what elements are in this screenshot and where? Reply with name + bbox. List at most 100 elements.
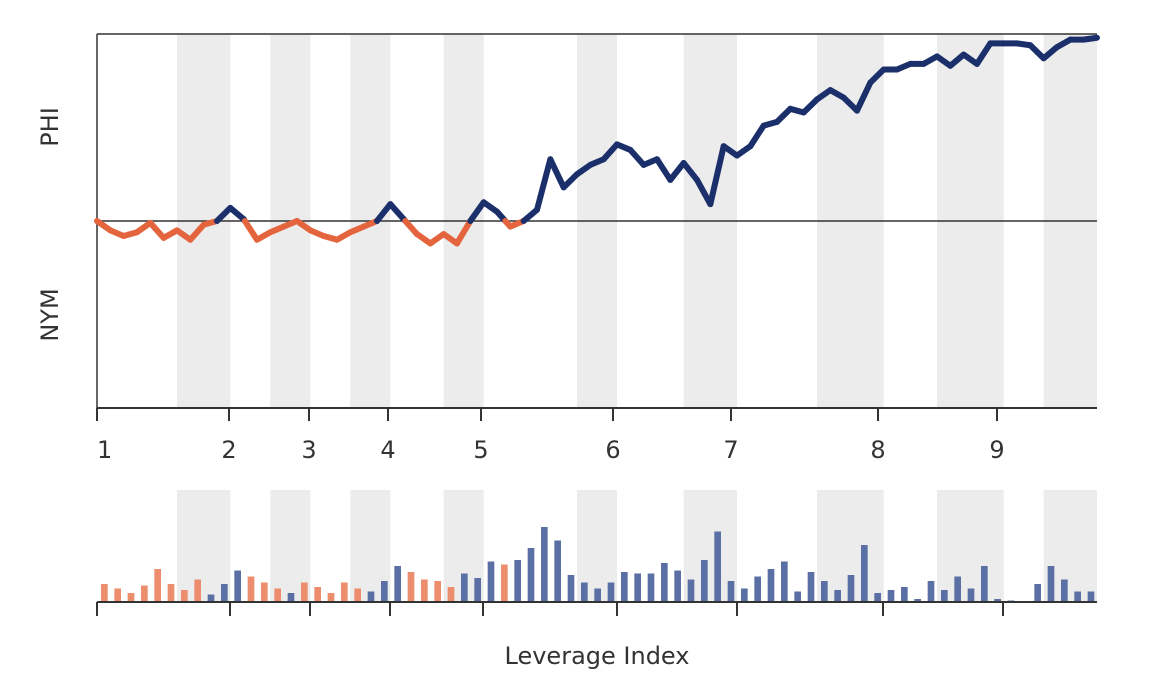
top-x-tick-label: 9 [989, 436, 1004, 464]
bar [141, 585, 148, 602]
line-series [94, 34, 1100, 247]
bar [541, 527, 548, 602]
bar [261, 582, 268, 602]
bar [567, 575, 575, 602]
bar [1074, 591, 1081, 602]
bar [154, 569, 161, 602]
bar [607, 582, 615, 602]
line-segment [187, 221, 207, 243]
line-segment [854, 79, 874, 114]
bar [901, 587, 908, 602]
bar [807, 572, 815, 602]
top-x-tick-label: 4 [380, 436, 395, 464]
top-x-axis-tick-labels: 1 2 3 4 5 6 7 8 9 [97, 436, 1005, 464]
bar [727, 581, 735, 602]
bar [461, 573, 468, 602]
line-segment [747, 122, 767, 150]
bottom-side-label: NYM [36, 288, 64, 341]
bottom-band [177, 490, 231, 602]
bar [941, 590, 948, 602]
bar [1061, 579, 1068, 602]
bar [594, 588, 601, 602]
bar [887, 590, 895, 602]
top-x-tick-label: 1 [97, 436, 112, 464]
line-segment [147, 219, 167, 241]
bar [301, 582, 308, 602]
bar [1087, 591, 1095, 602]
bar [581, 582, 588, 602]
bar [327, 593, 335, 602]
bar [674, 570, 681, 602]
line-segment [560, 171, 580, 191]
bar [714, 531, 721, 602]
bar [367, 591, 375, 602]
bar [394, 566, 401, 602]
top-x-tick-label: 7 [723, 436, 738, 464]
top-x-axis-ticks [96, 408, 998, 421]
bar [514, 560, 521, 602]
line-segment [1080, 34, 1100, 43]
bar [167, 584, 175, 602]
bar [954, 576, 961, 602]
bar [994, 599, 1001, 602]
bar [834, 590, 841, 602]
bar [1034, 584, 1041, 602]
bar [914, 599, 921, 602]
bar [194, 579, 201, 602]
bar [1047, 566, 1055, 602]
bar [247, 576, 255, 602]
bar [181, 590, 188, 602]
bar [661, 563, 668, 602]
line-segment [867, 66, 887, 86]
line-segment [800, 96, 820, 116]
bar [927, 581, 935, 602]
bar [981, 566, 988, 602]
bar [554, 540, 561, 602]
line-segment [534, 156, 554, 213]
line-segment [600, 141, 620, 163]
bar-series [101, 527, 1095, 602]
bar [234, 570, 241, 602]
line-segment [214, 204, 234, 224]
top-x-tick-label: 2 [221, 436, 236, 464]
bar [407, 572, 415, 602]
bar [127, 593, 135, 602]
line-segment [467, 199, 487, 224]
line-segment [974, 40, 994, 67]
bar [287, 593, 295, 602]
bar [874, 593, 881, 602]
bar [101, 584, 108, 602]
top-x-tick-label: 6 [605, 436, 620, 464]
bar [421, 579, 428, 602]
bar [314, 587, 321, 602]
bar [794, 591, 801, 602]
bar [114, 588, 121, 602]
bottom-band [937, 490, 1004, 602]
top-x-tick-label: 8 [870, 436, 885, 464]
bar [701, 560, 708, 602]
bar [527, 548, 535, 602]
bar [821, 581, 828, 602]
bar [847, 575, 855, 602]
bar [487, 561, 495, 602]
line-segment [680, 160, 700, 183]
top-x-tick-label: 5 [473, 436, 488, 464]
bar [354, 588, 361, 602]
line-segment [1027, 42, 1047, 62]
bar [621, 572, 628, 602]
line-segment [694, 176, 714, 208]
bar [967, 588, 975, 602]
line-segment [667, 160, 687, 183]
bar [447, 587, 455, 602]
line-segment [774, 105, 794, 125]
bar [647, 573, 655, 602]
bar [221, 584, 228, 602]
line-segment [547, 156, 567, 191]
bar [501, 564, 508, 602]
bar [381, 581, 388, 602]
x-axis-title: Leverage Index [505, 642, 690, 670]
line-segment [241, 218, 260, 243]
bar [861, 545, 868, 602]
top-x-tick-label: 3 [301, 436, 316, 464]
